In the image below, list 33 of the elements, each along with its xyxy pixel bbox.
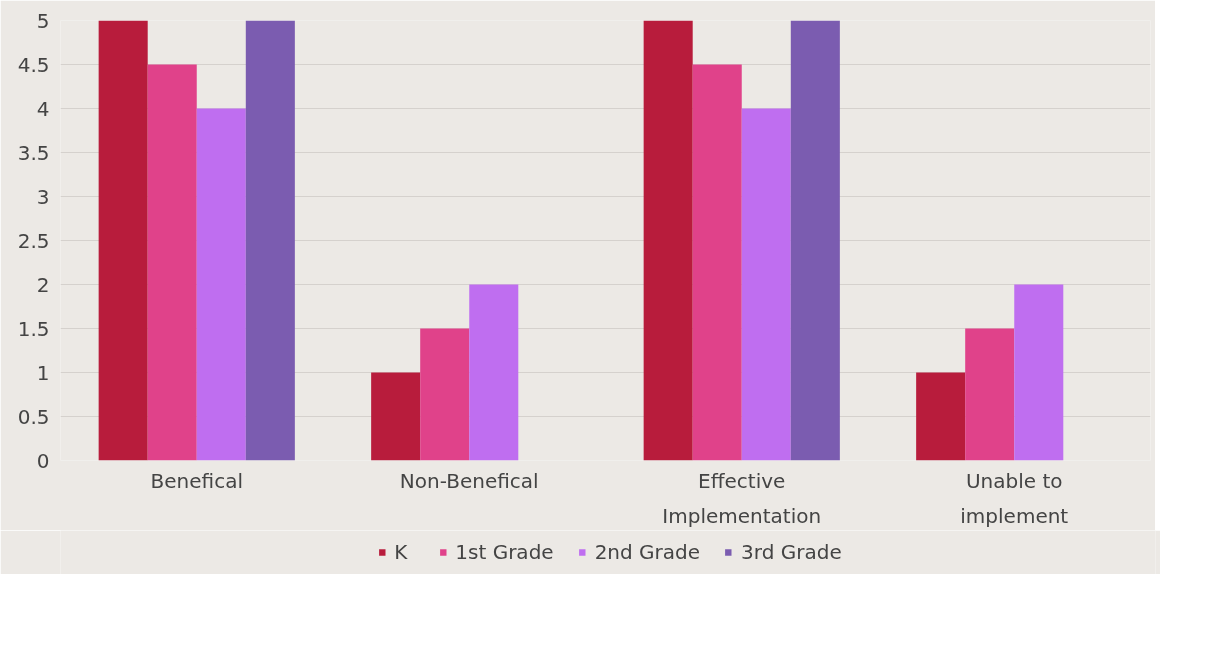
bar [916, 372, 966, 461]
y-tick-label: 3.5 [17, 140, 50, 165]
bar [643, 20, 693, 461]
y-tick-label: 2 [36, 272, 50, 297]
y-tick-label: 0 [36, 448, 50, 473]
y-tick-label: 3 [36, 184, 50, 209]
bar [692, 64, 742, 461]
bar [420, 328, 470, 461]
y-tick-label: 2.5 [17, 228, 50, 253]
y-tick-label: 1 [36, 360, 50, 385]
y-tick-label: 0.5 [17, 404, 50, 429]
y-tick-label: 1.5 [17, 316, 50, 341]
bar [965, 328, 1015, 461]
legend-label: 3rd Grade [741, 540, 842, 564]
x-tick-label: Non-Benefical [399, 468, 539, 493]
y-tick-label: 4.5 [17, 52, 50, 77]
bar [98, 20, 148, 461]
category-label: Unable to implement [960, 468, 1069, 528]
category-label: Effective Implementation [662, 468, 822, 528]
bar [245, 20, 295, 461]
bar [741, 108, 791, 461]
bar [196, 108, 246, 461]
legend-label: 1st Grade [455, 540, 554, 564]
y-tick-label: 5 [36, 8, 50, 33]
bar [1014, 284, 1064, 461]
legend-label: 2nd Grade [594, 540, 701, 564]
bar [790, 20, 840, 461]
y-tick-label: 4 [36, 96, 50, 121]
legend-label: K [394, 540, 409, 564]
bar [147, 64, 197, 461]
bar [469, 284, 519, 461]
bar [371, 372, 421, 461]
x-tick-label: Benefical [150, 468, 243, 493]
